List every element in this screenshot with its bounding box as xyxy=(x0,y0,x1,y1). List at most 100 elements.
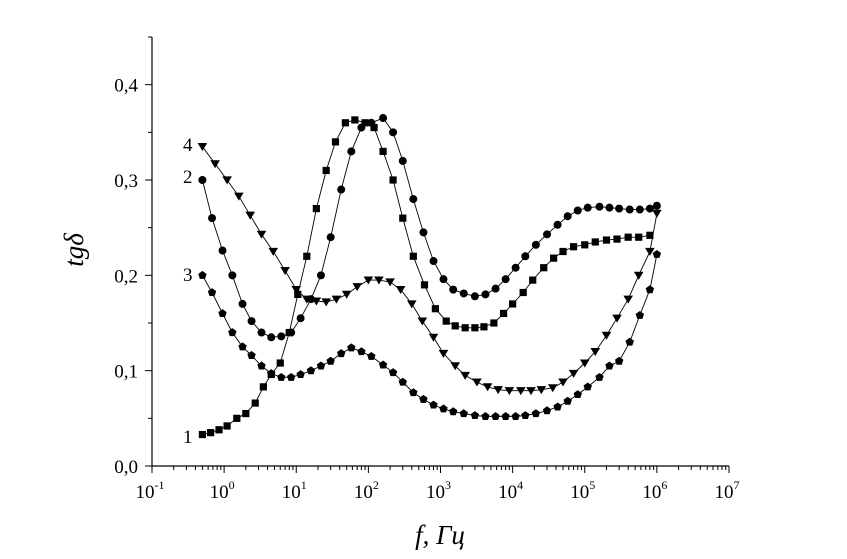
series-2-point xyxy=(389,128,398,137)
series-1-point xyxy=(242,409,250,418)
series-4-point xyxy=(311,297,322,306)
series-4-point xyxy=(245,211,256,220)
series-1-point xyxy=(529,276,537,284)
series-3-point xyxy=(652,249,662,258)
series-1-point xyxy=(351,116,359,124)
series-1-point xyxy=(361,119,369,127)
x-tick-label: 107 xyxy=(715,478,740,503)
series-1-point xyxy=(602,236,611,244)
series-3-point xyxy=(398,377,407,386)
series-1-point xyxy=(646,231,654,239)
series-2-point xyxy=(419,228,428,237)
y-tick-label: 0,4 xyxy=(114,76,138,97)
axes-group xyxy=(151,37,729,467)
series-2-point xyxy=(511,263,520,272)
series-1-point xyxy=(509,300,517,308)
curve-label-3: 3 xyxy=(183,265,193,286)
series-4-point xyxy=(516,387,526,396)
series-2-point xyxy=(481,290,490,299)
series-4-point xyxy=(256,230,267,239)
series-1-point xyxy=(389,176,397,184)
series-3-point xyxy=(595,372,604,381)
series-4-point xyxy=(417,317,428,326)
series-2-point xyxy=(501,275,510,284)
series-4-point xyxy=(652,209,662,218)
series-3-point xyxy=(470,411,480,420)
series-3-line xyxy=(202,254,658,417)
series-1-point xyxy=(409,252,417,260)
x-tick-label: 106 xyxy=(642,478,667,503)
series-4-point xyxy=(210,160,220,169)
series-group xyxy=(197,114,662,439)
series-1-point xyxy=(591,238,599,246)
x-tick-label: 100 xyxy=(210,478,235,503)
series-1-point xyxy=(550,254,558,262)
series-2-point xyxy=(553,220,562,229)
curve-label-1: 1 xyxy=(183,427,193,448)
series-3-point xyxy=(481,412,490,420)
series-1-point xyxy=(276,359,284,367)
series-3-point xyxy=(542,406,552,415)
series-2-point xyxy=(531,240,540,249)
series-3-point xyxy=(605,361,614,370)
series-3-point xyxy=(286,372,296,381)
series-2-point xyxy=(357,123,366,132)
series-2-point xyxy=(563,212,572,221)
series-3-point xyxy=(583,382,592,391)
series-1-point xyxy=(259,383,267,391)
series-3-point xyxy=(207,288,217,297)
series-1-point xyxy=(294,290,302,298)
series-1-point xyxy=(624,233,632,241)
series-4-point xyxy=(234,192,244,201)
x-tick-label: 101 xyxy=(282,478,307,503)
series-3-point xyxy=(198,270,207,279)
series-2-point xyxy=(287,328,296,337)
series-2-point xyxy=(543,230,552,239)
series-3-point xyxy=(531,409,541,418)
series-2-point xyxy=(459,289,468,298)
series-2-point xyxy=(218,246,227,255)
series-4-point xyxy=(601,331,612,340)
series-4-point xyxy=(460,371,470,380)
series-3-point xyxy=(459,409,468,418)
series-3-point xyxy=(296,370,305,379)
series-3-point xyxy=(218,309,227,318)
series-4-point xyxy=(472,378,482,387)
series-2-point xyxy=(491,284,500,293)
series-3-point xyxy=(378,360,388,369)
series-4-point xyxy=(623,295,633,304)
series-3-point xyxy=(238,342,247,351)
y-tick-label: 0,2 xyxy=(114,266,138,287)
ticks-group: 0,0 0,1 0,2 0,3 0,4 10-1 100 101 102 103 104 105 106… xyxy=(114,36,740,503)
series-1-point xyxy=(233,414,241,422)
series-2-point xyxy=(398,156,407,165)
series-2-point xyxy=(208,214,217,223)
series-1-point xyxy=(399,214,407,222)
series-1-point xyxy=(519,288,527,297)
y-tick-label: 0,3 xyxy=(114,171,138,192)
series-3-point xyxy=(306,366,316,375)
series-4-point xyxy=(301,295,312,304)
series-4-point xyxy=(612,314,622,323)
series-2-point xyxy=(238,299,247,308)
series-4-point xyxy=(280,266,290,275)
series-3-point xyxy=(337,349,346,358)
series-4-point xyxy=(385,278,395,287)
series-2-point xyxy=(367,118,376,127)
series-1-point xyxy=(480,323,488,331)
series-4-point xyxy=(493,386,503,395)
series-2-point xyxy=(257,328,266,337)
series-3-point xyxy=(357,347,366,356)
series-3-point xyxy=(429,400,438,409)
series-3-point xyxy=(277,372,286,381)
series-2-point xyxy=(296,314,305,323)
series-4-point xyxy=(526,387,536,396)
series-1-point xyxy=(490,319,498,327)
series-2-point xyxy=(645,204,654,213)
x-tick-label: 103 xyxy=(426,478,451,503)
series-2-point xyxy=(228,271,237,280)
series-1-point xyxy=(303,252,311,260)
series-2 xyxy=(198,114,661,342)
series-4-line xyxy=(202,146,658,392)
series-1-point xyxy=(215,426,223,434)
